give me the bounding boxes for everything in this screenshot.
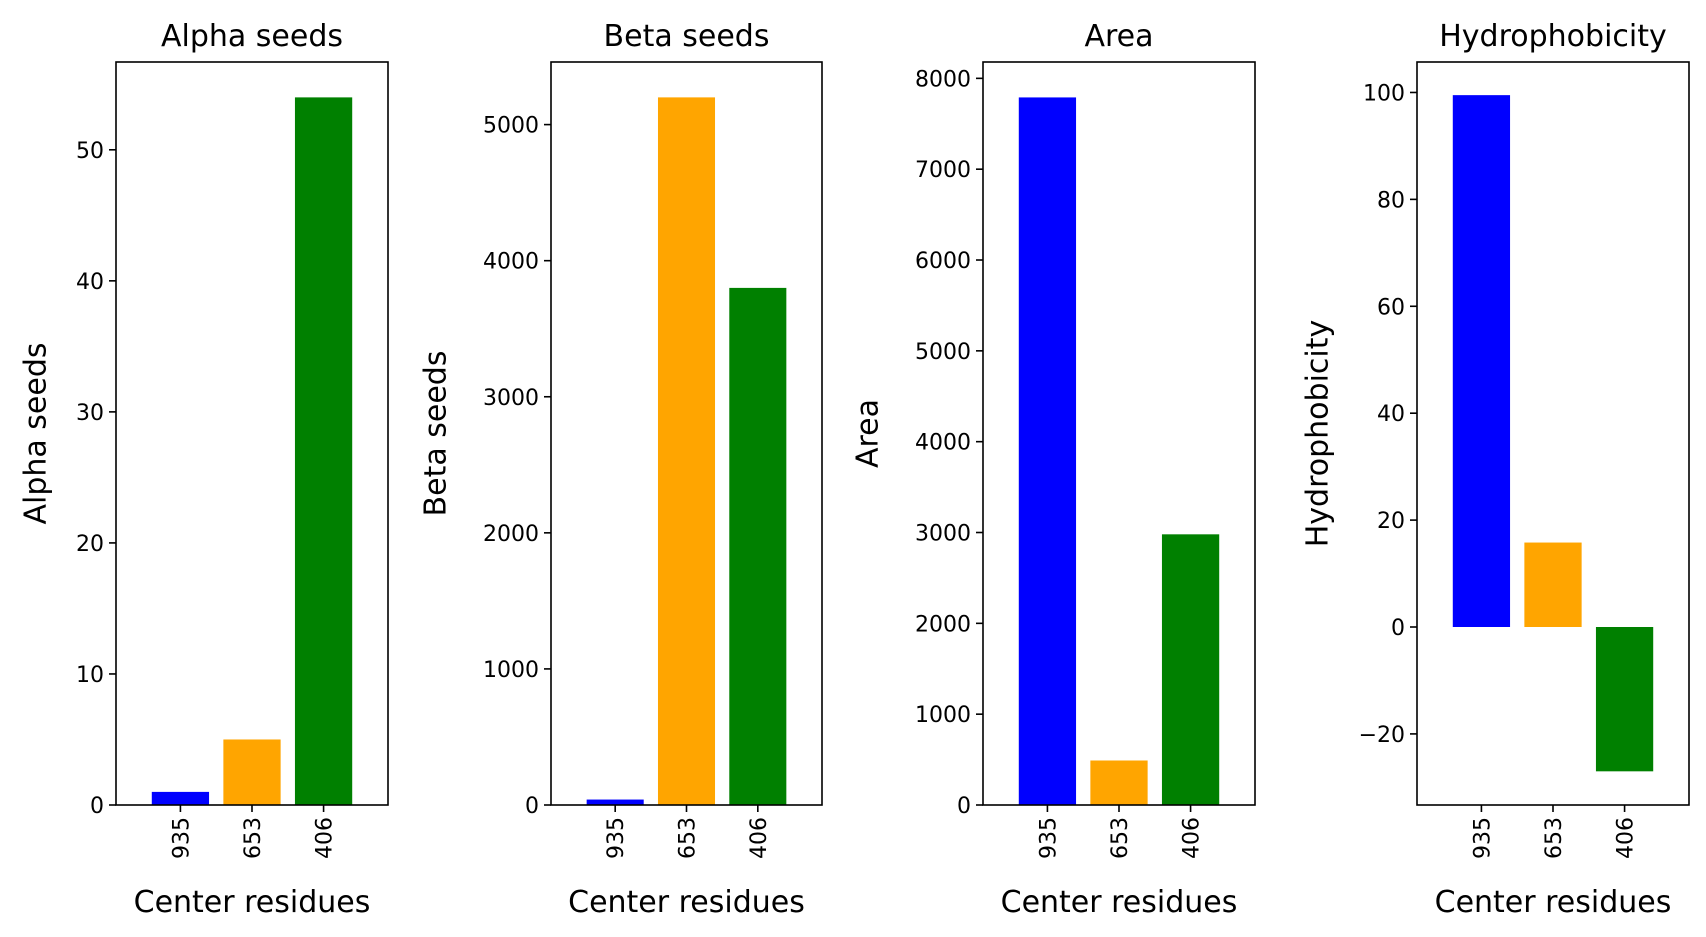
x-tick-label: 935	[604, 817, 629, 859]
y-axis-label: Beta seeds	[419, 351, 454, 517]
panel-title: Hydrophobicity	[1439, 19, 1667, 54]
y-axis-label: Area	[851, 399, 886, 468]
y-tick-label: 5000	[915, 340, 971, 365]
bar-653	[657, 97, 716, 805]
y-tick-label: 30	[76, 401, 104, 426]
bar-406	[1595, 627, 1654, 772]
y-tick-label: 100	[1363, 81, 1405, 106]
bar-653	[1090, 760, 1148, 805]
y-tick-label: 0	[957, 794, 971, 819]
bar-406	[294, 97, 353, 805]
bar-406	[1161, 534, 1220, 805]
y-tick-label: 5000	[483, 114, 539, 139]
y-tick-label: 4000	[483, 250, 539, 275]
bar-935	[151, 791, 210, 805]
x-tick-label: 653	[676, 817, 701, 859]
panel-2: 0 1000 2000 3000 4000 5000 935 653 406 Beta seeds…	[419, 19, 823, 920]
x-axis-label: Center residues	[1435, 885, 1672, 920]
panel-title: Beta seeds	[604, 19, 770, 54]
y-tick-label: 80	[1377, 188, 1405, 213]
y-tick-label: 20	[76, 532, 104, 557]
y-tick-label: 6000	[915, 249, 971, 274]
x-tick-label: 406	[747, 817, 772, 859]
panel-3: 0 1000 2000 3000 4000 5000 6000 7000 8000 935 653 4…	[851, 19, 1256, 920]
bar-935	[1018, 97, 1077, 806]
y-tick-label: 7000	[915, 158, 971, 183]
y-tick-label: 3000	[483, 386, 539, 411]
x-tick-label: 653	[1108, 817, 1133, 859]
panel-4: −20 0 20 40 60 80 100 935 653 406 Hydrophobicity Ce…	[1301, 19, 1690, 920]
x-axis-label: Center residues	[1001, 885, 1238, 920]
y-tick-label: 3000	[915, 522, 971, 547]
bar-406	[729, 287, 787, 805]
x-tick-label: 406	[1180, 817, 1205, 859]
x-tick-label: 935	[1036, 817, 1061, 859]
y-tick-label: 20	[1377, 509, 1405, 534]
y-tick-label: 0	[1391, 616, 1405, 641]
y-tick-label: 0	[525, 794, 539, 819]
x-axis-label: Center residues	[568, 885, 805, 920]
bar-935	[1452, 95, 1511, 628]
bar-653	[1524, 542, 1582, 628]
x-axis-label: Center residues	[134, 885, 371, 920]
y-tick-label: −20	[1359, 723, 1405, 748]
y-tick-label: 40	[1377, 402, 1405, 427]
panel-title: Alpha seeds	[161, 19, 343, 54]
y-tick-label: 2000	[483, 522, 539, 547]
x-tick-label: 935	[1470, 817, 1495, 859]
y-axis-label: Alpha seeds	[19, 342, 54, 524]
y-tick-label: 60	[1377, 295, 1405, 320]
bar-653	[223, 739, 281, 805]
panel-title: Area	[1084, 19, 1153, 54]
x-tick-label: 406	[313, 817, 338, 859]
panel-1: 0 10 20 30 40 50 935 653 406 Alpha seeds Center re…	[19, 19, 389, 920]
y-tick-label: 50	[76, 139, 104, 164]
y-axis-label: Hydrophobicity	[1301, 320, 1336, 548]
bar-935	[586, 799, 644, 805]
y-tick-label: 4000	[915, 431, 971, 456]
y-tick-label: 1000	[915, 703, 971, 728]
y-tick-label: 40	[76, 270, 104, 295]
x-tick-label: 653	[241, 817, 266, 859]
y-tick-label: 10	[76, 663, 104, 688]
y-tick-label: 1000	[483, 658, 539, 683]
y-tick-label: 0	[90, 794, 104, 819]
x-tick-label: 935	[169, 817, 194, 859]
x-tick-label: 406	[1614, 817, 1639, 859]
x-tick-label: 653	[1542, 817, 1567, 859]
y-tick-label: 2000	[915, 612, 971, 637]
y-tick-label: 8000	[915, 67, 971, 92]
